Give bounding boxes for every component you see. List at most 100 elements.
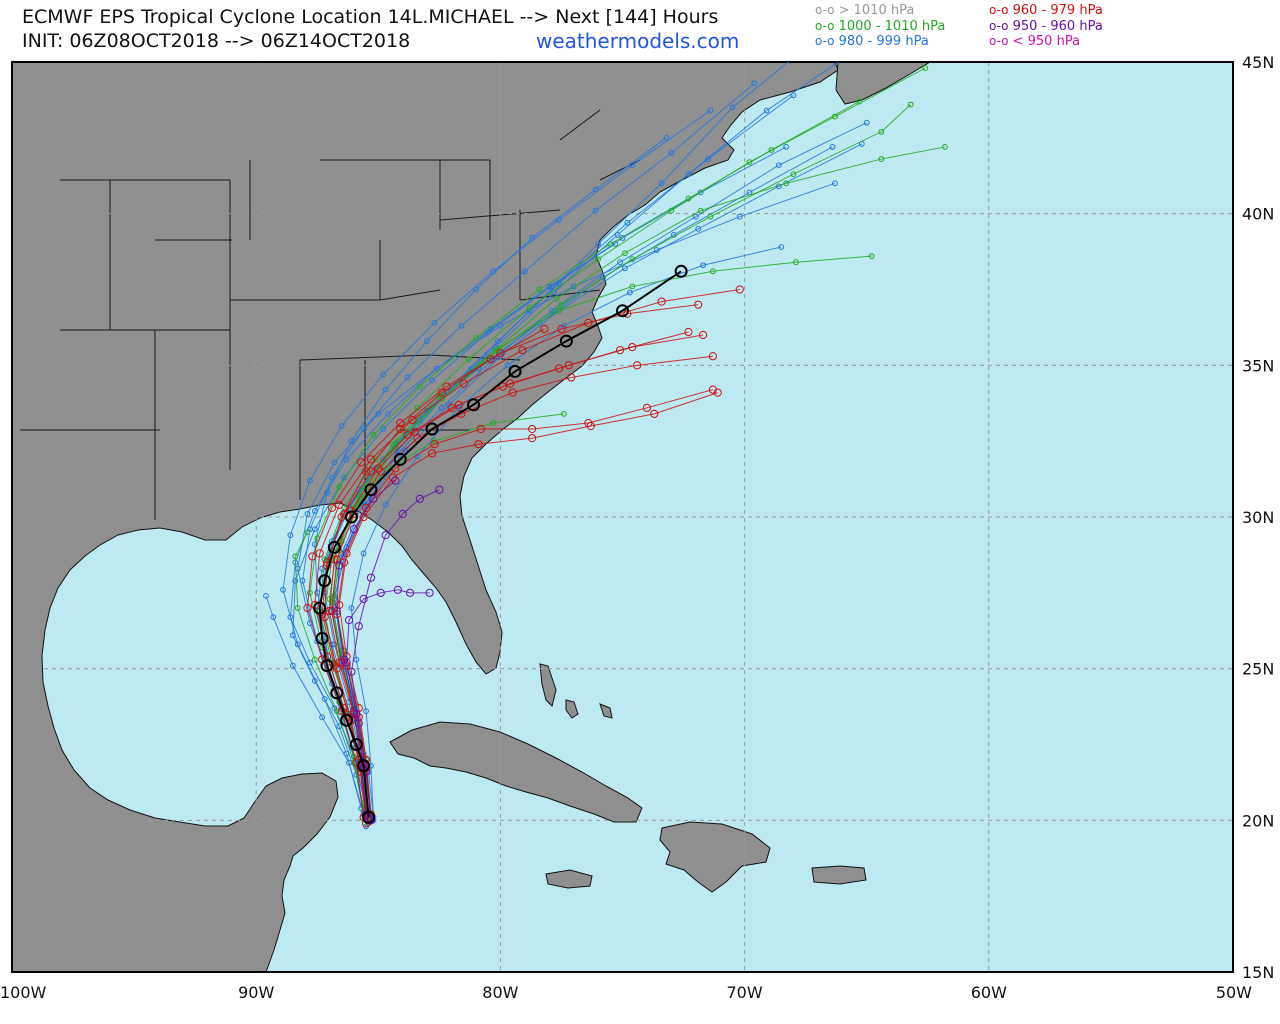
lon-tick-label: 60W (971, 983, 1007, 1002)
track-point (287, 532, 294, 539)
track-point (382, 501, 389, 508)
member-track-line (314, 137, 667, 818)
track-point (321, 556, 328, 563)
mean-track-point (559, 334, 573, 348)
member-track-line (350, 246, 782, 821)
track-point (348, 605, 355, 611)
track-point (430, 440, 439, 449)
track-point (485, 329, 492, 335)
track-point (486, 355, 495, 364)
member-track-line (297, 182, 836, 812)
member-track-line (350, 489, 440, 821)
track-point (366, 467, 376, 476)
track-point (372, 456, 379, 463)
member-track-line (294, 531, 367, 818)
track-point (592, 186, 599, 193)
track-point (521, 268, 528, 275)
member-track-line (331, 104, 911, 821)
track-point (536, 286, 543, 293)
track-point (424, 338, 431, 344)
track-point (508, 388, 517, 397)
lat-tick-label: 35N (1242, 356, 1274, 375)
track-point (558, 301, 565, 308)
track-point (498, 382, 507, 391)
track-point (528, 434, 537, 443)
legend-item: o-o 980 - 999 hPa (815, 34, 929, 49)
track-point (878, 156, 885, 162)
track-point (381, 531, 390, 540)
legend-item: o-o 1000 - 1010 hPa (815, 19, 945, 34)
lon-tick-label: 100W (0, 983, 47, 1002)
lat-tick-label: 40N (1242, 205, 1274, 224)
track-point (684, 327, 693, 337)
lat-tick-label: 30N (1242, 508, 1274, 527)
mean-track-point (313, 601, 327, 615)
track-point (595, 256, 601, 263)
track-point (694, 300, 703, 309)
track-point (361, 810, 371, 819)
track-point (416, 383, 423, 390)
track-point (408, 415, 417, 425)
track-point (595, 241, 601, 247)
track-point (396, 424, 405, 434)
lat-tick-label: 25N (1242, 660, 1274, 679)
track-point (709, 268, 716, 275)
track-point (504, 362, 511, 369)
track-point (360, 426, 367, 432)
lat-tick-label: 45N (1242, 53, 1274, 72)
track-point (329, 599, 335, 605)
track-point (431, 319, 438, 326)
track-point (438, 404, 445, 411)
track-point (708, 385, 717, 394)
track-point (294, 605, 301, 611)
legend-marker: o-o (989, 3, 1009, 17)
ensemble-mean-track (313, 264, 688, 824)
legend-marker: o-o (815, 34, 835, 48)
mean-track-point (616, 304, 629, 318)
track-point (392, 444, 399, 451)
track-point (465, 356, 472, 363)
member-track-line (336, 480, 396, 815)
track-point (473, 286, 479, 293)
legend-label: > 1010 hPa (838, 3, 915, 18)
track-point (314, 589, 321, 596)
track-point (340, 655, 349, 664)
track-point (476, 424, 485, 434)
track-point (707, 213, 714, 220)
track-point (398, 509, 407, 519)
track-point (567, 373, 576, 382)
track-point (570, 283, 577, 290)
track-point (622, 265, 628, 272)
track-point (304, 529, 311, 536)
lat-tick-label: 20N (1242, 811, 1274, 830)
track-point (330, 661, 339, 670)
track-point (366, 816, 376, 825)
track-point (850, 51, 855, 56)
track-point (361, 503, 371, 512)
track-point (868, 253, 875, 260)
mean-track-line (318, 270, 682, 818)
track-point (698, 330, 708, 340)
track-point (526, 304, 533, 311)
brand-link[interactable]: weathermodels.com (536, 29, 740, 53)
map-frame (11, 61, 1234, 973)
track-point (344, 616, 354, 625)
track-point (624, 219, 631, 226)
land-bahamas (539, 663, 613, 719)
track-point (829, 144, 836, 150)
track-point (473, 335, 479, 341)
track-point (425, 588, 434, 597)
legend-item: o-o 950 - 960 hPa (989, 19, 1103, 34)
track-point (360, 550, 367, 557)
track-point (458, 323, 465, 329)
track-point (790, 171, 797, 178)
track-point (307, 589, 313, 596)
member-track (280, 107, 714, 812)
track-point (556, 307, 562, 314)
init-time: INIT: 06Z08OCT2018 --> 06Z14OCT2018 (22, 30, 411, 52)
track-point (856, 98, 863, 105)
track-point (729, 104, 736, 111)
track-point (311, 526, 318, 533)
track-point (560, 410, 567, 417)
track-point (335, 500, 344, 509)
